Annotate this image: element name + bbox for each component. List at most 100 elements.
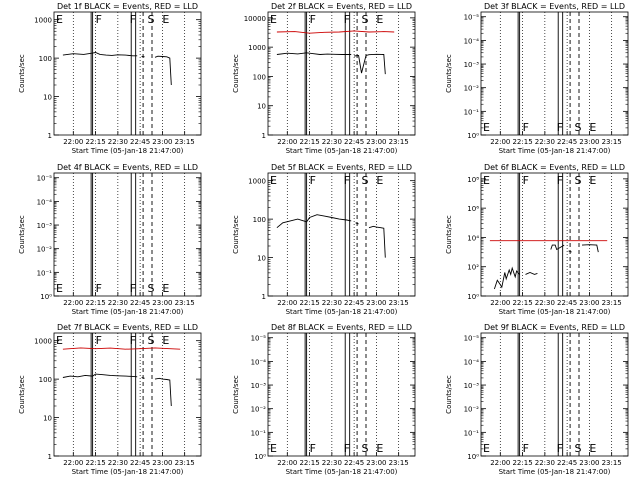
x-tick-label: 23:00 — [152, 138, 172, 146]
y-tick-label: 10⁻⁴ — [464, 358, 480, 366]
event-mark: E — [376, 442, 383, 455]
y-tick-label: 10⁻⁵ — [464, 335, 480, 343]
panel-title: Det 2f BLACK = Events, RED = LLD — [271, 2, 412, 11]
event-mark: E — [56, 282, 63, 295]
event-mark: E — [162, 13, 169, 26]
panel-title: Det 8f BLACK = Events, RED = LLD — [271, 323, 412, 332]
events-series-line — [526, 273, 538, 275]
panel-title: Det 9f BLACK = Events, RED = LLD — [484, 323, 625, 332]
detector-panel: Det 4f BLACK = Events, RED = LLD10⁰10⁻¹1… — [18, 163, 201, 316]
y-axis-label: Counts/sec — [18, 54, 26, 93]
event-mark: F — [310, 442, 316, 455]
plot-frame — [268, 173, 415, 296]
event-mark: E — [270, 442, 277, 455]
events-series-line — [369, 226, 385, 257]
event-mark: F — [557, 174, 563, 187]
y-tick-label: 100 — [39, 376, 52, 384]
x-tick-label: 23:15 — [389, 138, 409, 146]
events-series-line — [277, 53, 351, 55]
y-axis-label: Counts/sec — [232, 215, 240, 254]
y-tick-label: 10⁰ — [254, 453, 266, 461]
events-series-line — [142, 378, 145, 379]
y-axis-label: Counts/sec — [445, 375, 453, 414]
x-tick-label: 22:00 — [490, 138, 510, 146]
y-tick-label: 10⁰ — [467, 293, 479, 301]
x-axis-label: Start Time (05-Jan-18 21:47:00) — [499, 468, 611, 476]
panel-title: Det 5f BLACK = Events, RED = LLD — [271, 163, 412, 172]
event-mark: S — [575, 174, 582, 187]
event-mark: E — [483, 174, 490, 187]
panel-title: Det 4f BLACK = Events, RED = LLD — [57, 163, 198, 172]
y-tick-label: 10 — [257, 103, 266, 111]
y-tick-label: 1 — [48, 453, 52, 461]
y-tick-label: 10⁻³ — [251, 382, 267, 390]
x-tick-label: 22:30 — [108, 459, 128, 467]
event-mark: E — [483, 442, 490, 455]
y-axis-label: Counts/sec — [18, 215, 26, 254]
event-mark: S — [148, 13, 155, 26]
y-tick-label: 1000 — [248, 178, 266, 186]
event-mark: E — [376, 13, 383, 26]
event-mark: F — [344, 174, 350, 187]
event-mark: F — [130, 13, 136, 26]
y-tick-label: 10 — [257, 255, 266, 263]
y-tick-label: 10⁴ — [467, 234, 479, 242]
x-tick-label: 22:15 — [85, 299, 105, 307]
y-tick-label: 10⁰ — [467, 132, 479, 140]
x-tick-label: 22:00 — [63, 459, 83, 467]
lld-series-line — [277, 31, 394, 33]
y-tick-label: 100 — [253, 216, 266, 224]
y-tick-label: 100 — [39, 55, 52, 63]
event-mark: E — [589, 174, 596, 187]
event-mark: E — [56, 13, 63, 26]
detector-panel: Det 1f BLACK = Events, RED = LLD11010010… — [18, 2, 201, 155]
detector-panel: Det 8f BLACK = Events, RED = LLD10⁰10⁻¹1… — [232, 323, 415, 476]
events-series-line — [494, 268, 519, 289]
x-tick-label: 22:30 — [322, 138, 342, 146]
x-tick-label: 23:15 — [175, 459, 195, 467]
x-tick-label: 22:00 — [63, 299, 83, 307]
detector-panel: Det 3f BLACK = Events, RED = LLD 10⁰ 10⁻¹ 1… — [445, 2, 628, 155]
x-tick-label: 23:00 — [366, 138, 386, 146]
y-tick-label: 10⁻³ — [37, 222, 53, 230]
events-series-line — [354, 54, 385, 74]
y-tick-label: 10⁻¹ — [464, 108, 480, 116]
y-tick-label: 10⁻² — [464, 406, 480, 414]
event-mark: S — [362, 13, 369, 26]
event-mark: E — [162, 282, 169, 295]
x-tick-label: 22:00 — [490, 299, 510, 307]
x-tick-label: 22:00 — [63, 138, 83, 146]
x-tick-label: 23:00 — [579, 459, 599, 467]
event-mark: E — [589, 442, 596, 455]
event-mark: F — [523, 174, 529, 187]
y-axis-label: Counts/sec — [445, 215, 453, 254]
panel-title: Det 3f BLACK = Events, RED = LLD — [484, 2, 625, 11]
events-series-line — [277, 215, 351, 228]
x-tick-label: 22:45 — [130, 459, 150, 467]
event-mark: E — [270, 174, 277, 187]
event-mark: E — [589, 121, 596, 134]
y-tick-label: 10⁻⁵ — [464, 14, 480, 22]
x-tick-label: 22:45 — [130, 138, 150, 146]
event-mark: S — [148, 282, 155, 295]
x-tick-label: 23:00 — [152, 299, 172, 307]
plot-frame — [54, 173, 201, 296]
event-mark: E — [56, 334, 63, 347]
y-tick-label: 10⁻³ — [464, 382, 480, 390]
x-tick-label: 22:15 — [299, 299, 319, 307]
x-tick-label: 22:30 — [322, 299, 342, 307]
event-mark: F — [523, 121, 529, 134]
y-tick-label: 1000 — [248, 44, 266, 52]
detector-panel: Det 9f BLACK = Events, RED = LLD10⁰10⁻¹1… — [445, 323, 628, 476]
event-mark: F — [310, 13, 316, 26]
event-mark: S — [362, 442, 369, 455]
y-tick-label: 1 — [262, 293, 266, 301]
x-axis-label: Start Time (05-Jan-18 21:47:00) — [72, 468, 184, 476]
y-tick-label: 10⁸ — [467, 176, 479, 184]
x-axis-label: Start Time (05-Jan-18 21:47:00) — [72, 147, 184, 155]
event-mark: F — [557, 442, 563, 455]
event-mark: F — [344, 13, 350, 26]
x-tick-label: 23:15 — [602, 299, 622, 307]
y-tick-label: 10000 — [244, 15, 266, 23]
y-axis-label: Counts/sec — [232, 54, 240, 93]
